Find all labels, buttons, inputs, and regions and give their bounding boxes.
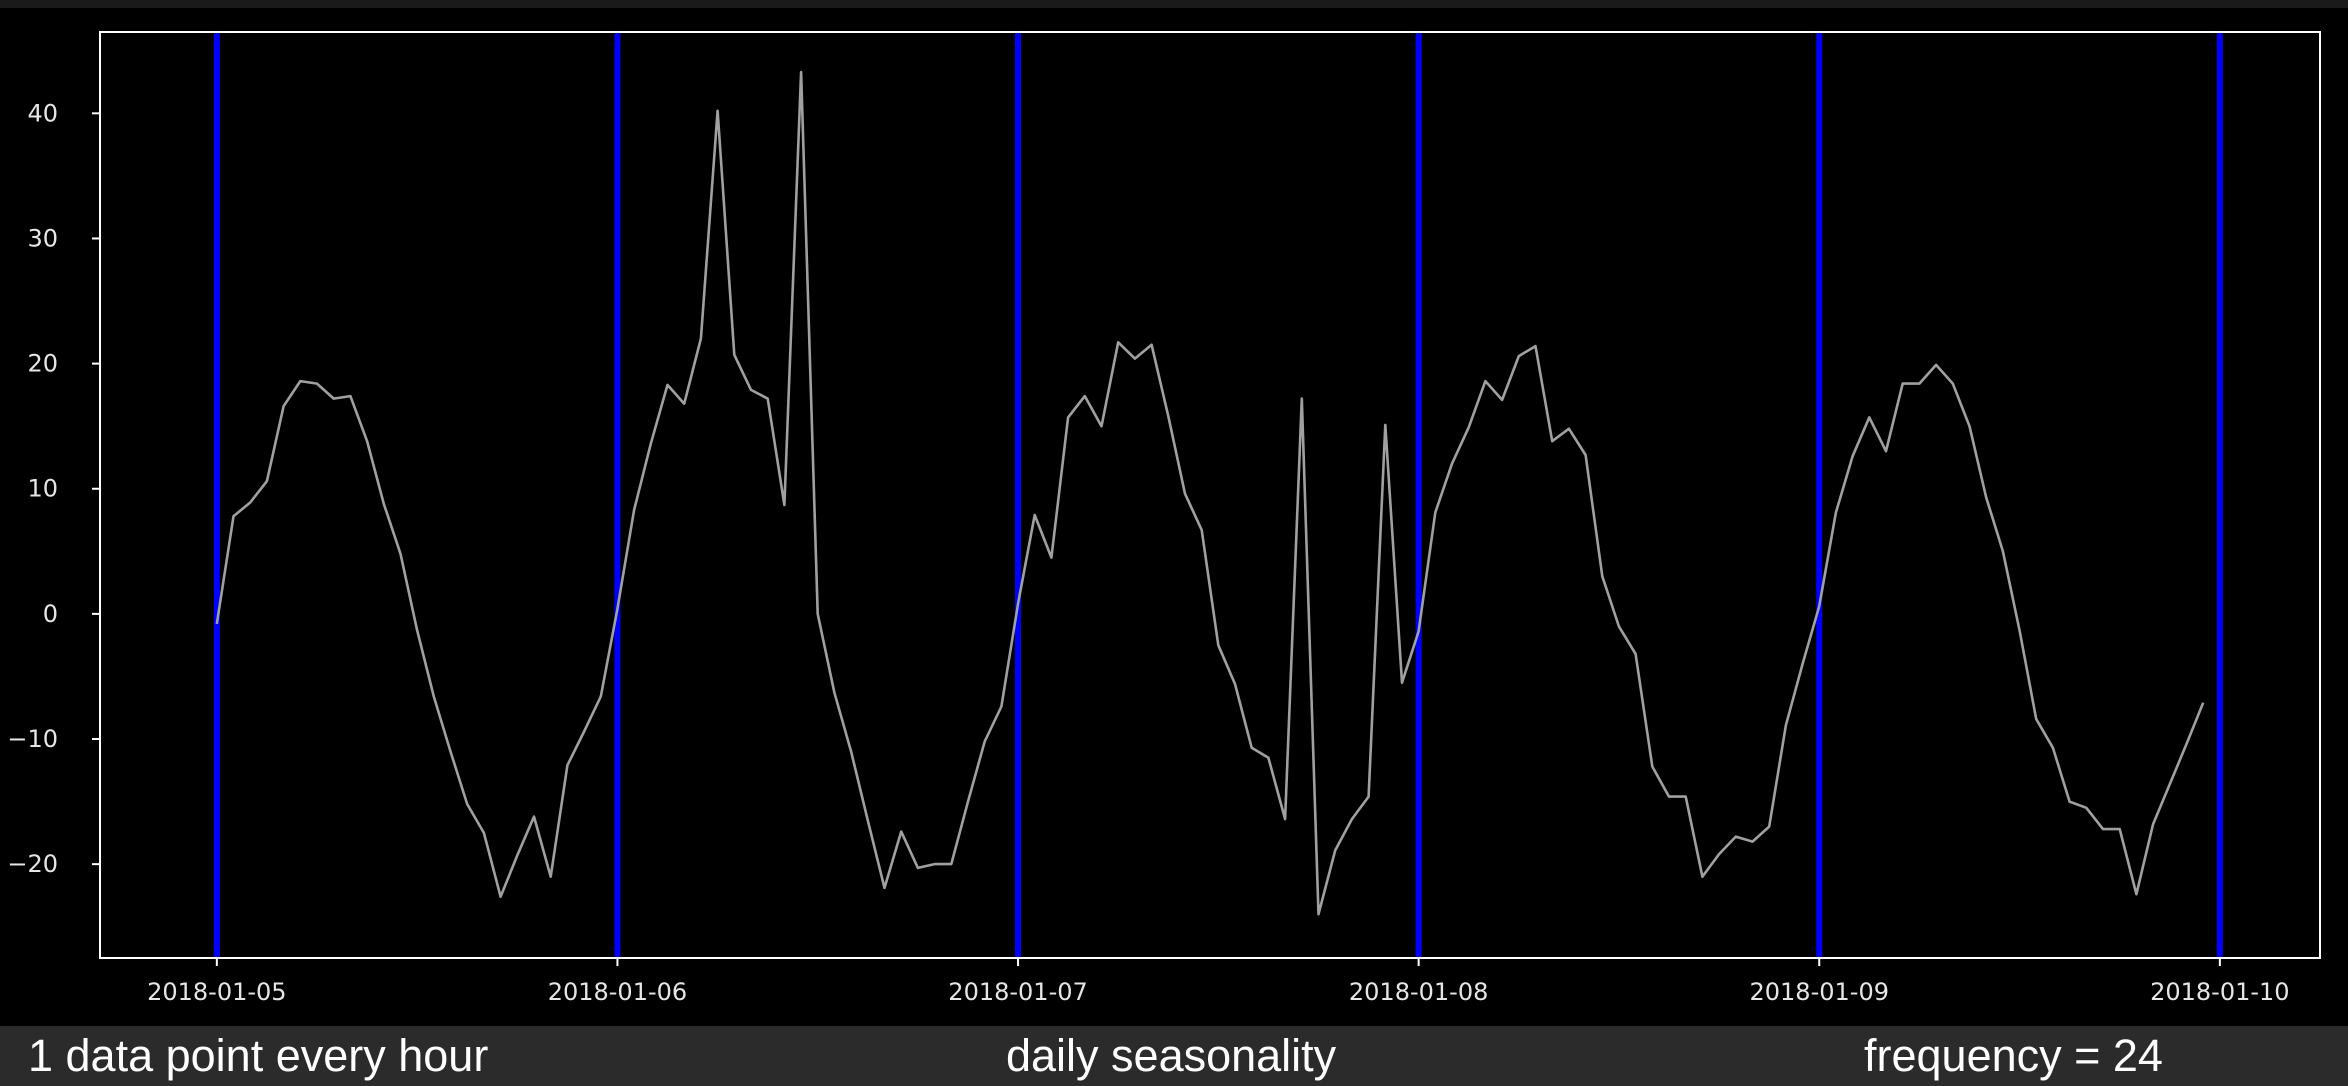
y-tick-label: 40 xyxy=(27,99,58,127)
caption-data-frequency: 1 data point every hour xyxy=(28,1030,489,1081)
x-axis-ticks: 2018-01-05 2018-01-06 2018-01-07 2018-01-08… xyxy=(147,958,2290,1006)
x-tick-label: 2018-01-10 xyxy=(2150,978,2289,1006)
y-tick-label: 30 xyxy=(27,224,58,252)
caption-frequency-value: frequency = 24 xyxy=(1864,1030,2163,1081)
x-tick-label: 2018-01-05 xyxy=(147,978,286,1006)
day-boundary-lines xyxy=(213,32,2223,958)
y-tick-label: −10 xyxy=(7,725,58,753)
y-tick-label: 0 xyxy=(43,600,58,628)
y-tick-label: 10 xyxy=(27,475,58,503)
series-line xyxy=(215,70,2205,916)
plot-frame xyxy=(99,31,2321,959)
y-tick-label: −20 xyxy=(7,850,58,878)
x-tick-label: 2018-01-07 xyxy=(948,978,1087,1006)
caption-bar: 1 data point every hour daily seasonalit… xyxy=(0,1026,2348,1086)
y-axis-ticks: 40 30 20 10 0 −10 −20 xyxy=(7,99,100,878)
window-top-band xyxy=(0,0,2348,8)
x-tick-label: 2018-01-06 xyxy=(548,978,687,1006)
caption-seasonality: daily seasonality xyxy=(1006,1030,1337,1081)
x-tick-label: 2018-01-08 xyxy=(1349,978,1488,1006)
x-tick-label: 2018-01-09 xyxy=(1750,978,1889,1006)
y-tick-label: 20 xyxy=(27,350,58,378)
